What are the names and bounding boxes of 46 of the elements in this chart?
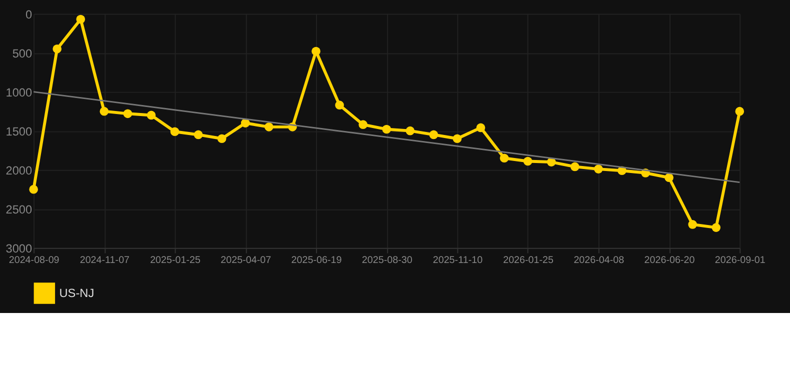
point [406, 126, 415, 136]
x-tick-label: 2024-11-07 [80, 255, 130, 266]
point [688, 220, 697, 229]
x-tick-label: 2024-08-09 [8, 255, 60, 266]
point [335, 100, 344, 110]
x-tick-label: 2026-01-25 [503, 255, 554, 266]
point [452, 134, 462, 144]
x-tick-label: 2025-06-19 [291, 255, 342, 266]
x-tick-label: 2026-06-20 [644, 255, 696, 266]
legend-label: US-NJ [59, 286, 94, 300]
y-tick-label: 2500 [6, 202, 32, 216]
point [312, 46, 320, 56]
point [76, 14, 86, 24]
point [712, 223, 721, 232]
y-tick-label: 1000 [6, 85, 32, 100]
x-tick-label: 2026-09-01 [714, 255, 766, 266]
y-tick-label: 2000 [6, 163, 32, 178]
point [570, 162, 580, 172]
point [664, 173, 674, 182]
point [29, 184, 38, 194]
point [52, 44, 62, 54]
point [217, 134, 226, 144]
y-tick-label: 0 [26, 7, 32, 22]
x-tick-label: 2025-01-25 [150, 255, 202, 266]
point [382, 124, 392, 134]
point [523, 156, 532, 166]
point [594, 164, 603, 174]
point [476, 123, 486, 132]
point [240, 118, 250, 128]
point [500, 154, 509, 163]
point [194, 130, 203, 140]
point [170, 127, 180, 136]
y-tick-label: 1500 [6, 124, 32, 138]
x-tick-label: 2025-04-07 [220, 255, 272, 266]
x-tick-label: 2025-11-10 [432, 255, 484, 266]
point [123, 109, 132, 118]
point [358, 120, 368, 129]
x-tick-label: 2026-04-08 [574, 255, 625, 266]
y-tick-label: 500 [12, 46, 32, 60]
point [100, 106, 109, 116]
point [146, 110, 156, 120]
point [735, 106, 744, 116]
y-tick-label: 3000 [6, 241, 32, 256]
point [264, 122, 274, 132]
point [429, 130, 438, 140]
x-tick-label: 2025-08-30 [362, 255, 413, 266]
